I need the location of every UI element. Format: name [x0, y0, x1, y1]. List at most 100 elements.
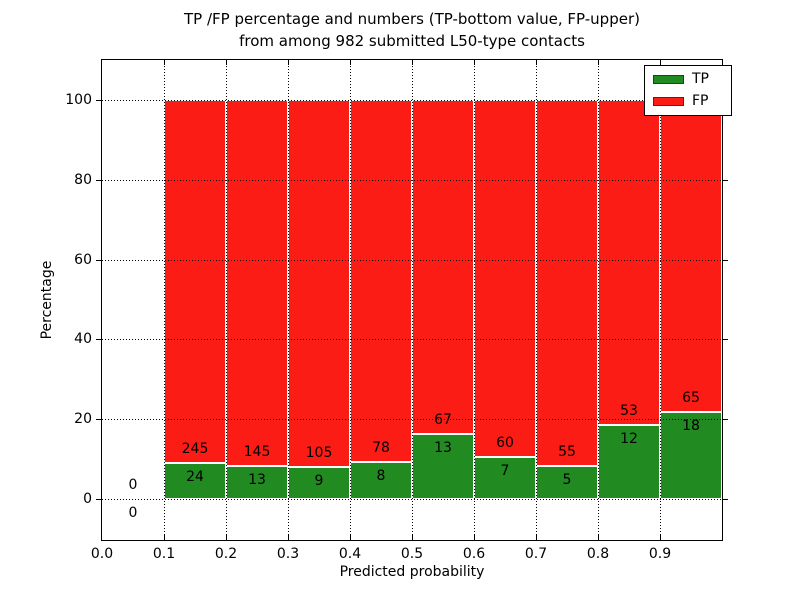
fp-count-label: 67 [434, 412, 452, 429]
tp-bar-segment [288, 467, 350, 499]
fp-count-label: 145 [243, 444, 271, 461]
x-tick [660, 535, 661, 540]
fp-legend-swatch [653, 97, 684, 106]
tp-count-label: 9 [314, 473, 324, 490]
x-tick [164, 535, 165, 540]
fp-count-label: 245 [181, 441, 209, 458]
y-tick [96, 339, 102, 341]
x-gridline [412, 60, 413, 540]
fp-count-label: 60 [496, 435, 514, 452]
chart-title-line1: TP /FP percentage and numbers (TP-bottom… [184, 10, 640, 28]
tp-bar-segment [350, 461, 412, 499]
fp-count-label: 53 [620, 403, 638, 420]
x-tick [164, 60, 165, 65]
x-tick-label: 0.4 [338, 546, 362, 562]
y-tick [96, 179, 102, 181]
tp-count-label: 18 [682, 418, 700, 435]
x-tick [598, 60, 599, 65]
x-tick [660, 60, 661, 65]
y-tick [96, 498, 102, 500]
fp-bar-segment [164, 99, 226, 464]
x-tick-label: 0.9 [648, 546, 672, 562]
x-tick [350, 60, 351, 65]
fp-count-label: 105 [305, 445, 333, 462]
fp-count-label: 78 [372, 439, 390, 456]
tp-bar-segment [660, 412, 722, 499]
fp-bar-segment [474, 99, 536, 458]
tp-count-label: 5 [562, 471, 572, 488]
x-tick [412, 535, 413, 540]
plot-area: TP FP 0 0 245 24 145 13 105 9 78 8 67 13 60 7 55 5 53 12 6… [65, 59, 732, 562]
fp-bar-segment [660, 99, 722, 413]
tp-legend-label: TP [692, 71, 709, 87]
fp-bar-segment [598, 99, 660, 426]
x-tick [536, 60, 537, 65]
x-tick-label: 0.7 [524, 546, 548, 562]
x-tick [288, 60, 289, 65]
fp-count-label: 55 [558, 443, 576, 460]
x-tick [226, 535, 227, 540]
x-tick-label: 0.3 [276, 546, 300, 562]
x-gridline [288, 60, 289, 540]
y-tick-label: 40 [74, 331, 92, 348]
x-gridline [350, 60, 351, 540]
x-tick [598, 535, 599, 540]
y-tick [722, 339, 728, 341]
fp-count-label: 65 [682, 390, 700, 407]
y-tick-label: 100 [65, 91, 92, 108]
y-tick-label: 20 [74, 411, 92, 428]
fp-bar-segment [288, 99, 350, 468]
x-tick-label: 0.8 [586, 546, 610, 562]
x-tick [226, 60, 227, 65]
fp-bar-segment [226, 99, 288, 467]
tp-count-label: 12 [620, 431, 638, 448]
x-tick-label: 0.0 [90, 546, 114, 562]
legend-entry-fp: FP [653, 94, 723, 109]
tp-bar-segment [474, 457, 536, 499]
y-tick [722, 259, 728, 261]
tp-bar-segment [598, 425, 660, 499]
x-tick-label: 0.2 [214, 546, 238, 562]
fp-legend-label: FP [692, 93, 709, 109]
y-tick-label: 60 [74, 251, 92, 268]
y-tick-label: 80 [74, 171, 92, 188]
x-tick [412, 60, 413, 65]
x-axis-label: Predicted probability [339, 564, 485, 580]
fp-bar-segment [412, 99, 474, 435]
fp-bar-segment [350, 99, 412, 462]
tp-bar-segment [536, 465, 598, 499]
fp-count-label: 0 [128, 476, 138, 493]
x-tick [474, 535, 475, 540]
y-tick [722, 419, 728, 421]
tp-count-label: 13 [434, 440, 452, 457]
fp-bar-segment [536, 99, 598, 466]
tp-count-label: 0 [128, 504, 138, 521]
y-tick [96, 259, 102, 261]
x-tick [474, 60, 475, 65]
y-tick [722, 498, 728, 500]
x-gridline [474, 60, 475, 540]
x-tick [288, 535, 289, 540]
y-tick [722, 179, 728, 181]
x-tick [350, 535, 351, 540]
x-tick-label: 0.6 [462, 546, 486, 562]
x-gridline [226, 60, 227, 540]
y-tick [96, 419, 102, 421]
tp-count-label: 7 [500, 463, 510, 480]
x-tick [536, 535, 537, 540]
x-gridline [164, 60, 165, 540]
x-gridline [598, 60, 599, 540]
tp-count-label: 24 [186, 469, 204, 486]
x-gridline [660, 60, 661, 540]
tp-legend-swatch [653, 75, 684, 84]
legend-entry-tp: TP [653, 72, 723, 87]
tp-count-label: 8 [376, 467, 386, 484]
y-tick [96, 99, 102, 101]
x-gridline [536, 60, 537, 540]
y-axis-label: Percentage [39, 260, 55, 340]
chart-title-line2: from among 982 submitted L50-type contac… [239, 32, 585, 50]
tp-count-label: 13 [248, 472, 266, 489]
y-tick-label: 0 [83, 490, 92, 507]
x-tick-label: 0.1 [152, 546, 176, 562]
